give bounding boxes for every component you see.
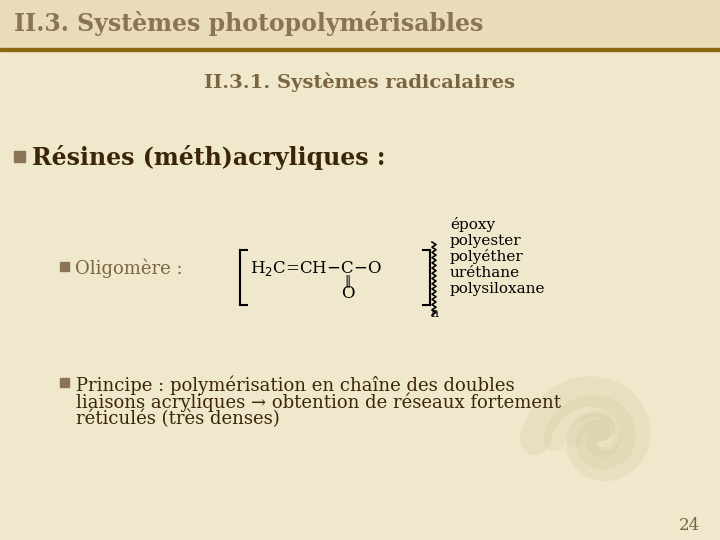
Text: liaisons acryliques → obtention de réseaux fortement: liaisons acryliques → obtention de résea… (76, 392, 561, 411)
Text: II.3.1. Systèmes radicalaires: II.3.1. Systèmes radicalaires (204, 72, 516, 92)
Text: 24: 24 (679, 516, 700, 534)
Bar (14, 151, 25, 162)
Bar (60, 262, 69, 271)
Text: époxy: époxy (450, 218, 495, 233)
Text: Oligomère :: Oligomère : (75, 258, 183, 278)
Bar (0, 0, 720, 48)
Bar (60, 378, 69, 387)
Text: Principe : polymérisation en chaîne des doubles: Principe : polymérisation en chaîne des … (76, 375, 515, 395)
Text: Résines (méth)acryliques :: Résines (méth)acryliques : (32, 145, 385, 171)
Bar (0, 48, 720, 51)
Text: réticulés (très denses): réticulés (très denses) (76, 410, 280, 428)
Text: II.3. Systèmes photopolymérisables: II.3. Systèmes photopolymérisables (14, 11, 483, 37)
Text: O: O (341, 286, 355, 302)
Text: n: n (431, 307, 439, 320)
Text: polysiloxane: polysiloxane (450, 282, 546, 296)
Text: polyester: polyester (450, 234, 521, 248)
Text: ‖: ‖ (345, 275, 351, 288)
Text: polyéther: polyéther (450, 249, 523, 265)
Text: H$_2$C=CH$-$C$-$O: H$_2$C=CH$-$C$-$O (250, 259, 382, 278)
Text: uréthane: uréthane (450, 266, 520, 280)
